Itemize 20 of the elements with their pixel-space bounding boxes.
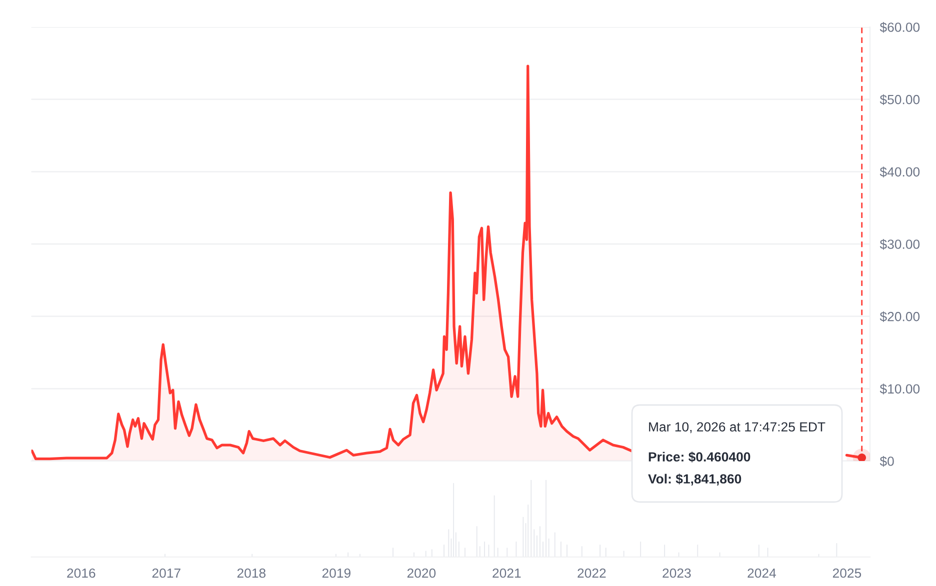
x-tick-label: 2023 [662,568,691,578]
annotation: Mar 10, 2026 at 17:47:25 EDT [649,422,826,434]
x-tick-label: 2022 [578,568,606,578]
x-tick-label: 2018 [237,568,266,578]
x-tick-label: 2024 [748,568,776,578]
y-tick-label: $0 [880,456,894,467]
annotation: Price: $0.460400 [648,452,750,462]
x-tick-label: 2020 [407,568,436,578]
y-tick-label: $50.00 [880,94,920,106]
y-tick-label: $30.00 [880,239,920,250]
y-tick-label: $40.00 [880,166,920,178]
x-tick-label: 2017 [152,568,180,578]
y-tick-label: $60.00 [880,22,920,33]
x-tick-label: 2019 [322,568,350,578]
y-tick-label: $10.00 [880,384,920,394]
x-tick-label: 2016 [67,568,96,578]
x-tick-label: 2025 [832,568,862,578]
y-tick-label: $20.00 [880,311,920,322]
annotation: Vol: $1,841,860 [648,474,742,486]
x-tick-label: 2021 [492,568,521,578]
